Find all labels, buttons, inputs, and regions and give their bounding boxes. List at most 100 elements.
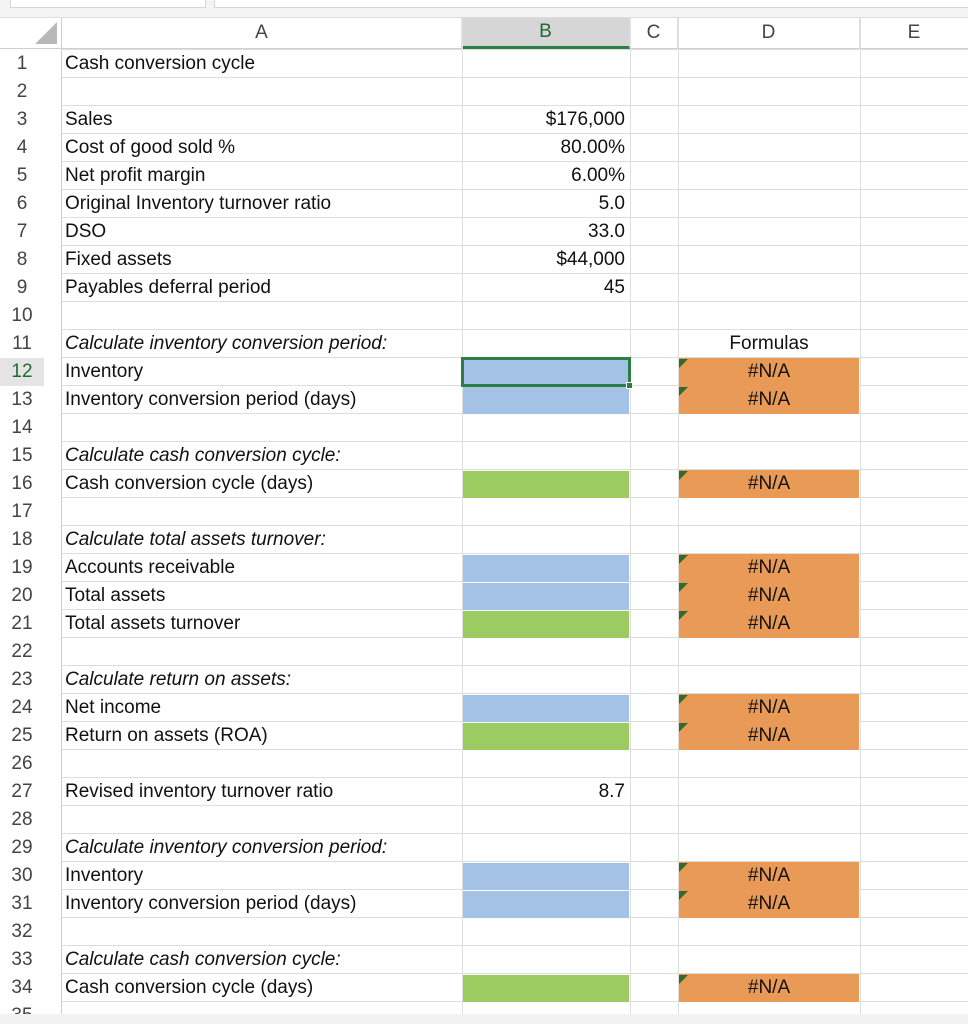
formula-cell[interactable]: #N/A bbox=[679, 722, 859, 750]
column-header-a[interactable]: A bbox=[62, 18, 462, 49]
error-indicator-icon[interactable] bbox=[679, 387, 688, 396]
row-label[interactable]: Inventory conversion period (days) bbox=[65, 893, 357, 914]
row-label[interactable]: Inventory conversion period (days) bbox=[65, 389, 357, 410]
row-header[interactable]: 8 bbox=[16, 249, 28, 270]
row-header[interactable]: 18 bbox=[11, 529, 33, 550]
answer-cell-ccc2[interactable] bbox=[463, 975, 629, 1002]
formula-cell[interactable]: #N/A bbox=[679, 974, 859, 1002]
row-header[interactable]: 15 bbox=[11, 445, 33, 466]
formula-cell[interactable]: #N/A bbox=[679, 890, 859, 918]
answer-cell-ccc[interactable] bbox=[463, 471, 629, 498]
formula-cell[interactable]: #N/A bbox=[679, 862, 859, 890]
row-header[interactable]: 6 bbox=[16, 193, 28, 214]
row-header[interactable]: 29 bbox=[11, 837, 33, 858]
row-label[interactable]: Total assets bbox=[65, 585, 166, 606]
row-header[interactable]: 27 bbox=[11, 781, 33, 802]
error-indicator-icon[interactable] bbox=[679, 891, 688, 900]
error-indicator-icon[interactable] bbox=[679, 471, 688, 480]
error-indicator-icon[interactable] bbox=[679, 723, 688, 732]
row-header[interactable]: 30 bbox=[11, 865, 33, 886]
error-indicator-icon[interactable] bbox=[679, 611, 688, 620]
column-header-d[interactable]: D bbox=[678, 18, 860, 49]
input-label[interactable]: Sales bbox=[65, 109, 113, 130]
section-heading[interactable]: Calculate return on assets: bbox=[65, 669, 292, 690]
row-label[interactable]: Accounts receivable bbox=[65, 557, 236, 578]
fill-handle[interactable] bbox=[626, 382, 633, 389]
error-indicator-icon[interactable] bbox=[679, 863, 688, 872]
answer-cell-inventory-selected[interactable] bbox=[463, 359, 629, 386]
input-label[interactable]: DSO bbox=[65, 221, 107, 242]
error-indicator-icon[interactable] bbox=[679, 583, 688, 592]
answer-cell-tat[interactable] bbox=[463, 611, 629, 638]
section-heading[interactable]: Calculate inventory conversion period: bbox=[65, 333, 388, 354]
row-label[interactable]: Cash conversion cycle (days) bbox=[65, 977, 314, 998]
input-label[interactable]: Original Inventory turnover ratio bbox=[65, 193, 332, 214]
row-header[interactable]: 26 bbox=[11, 753, 33, 774]
column-header-b[interactable]: B bbox=[462, 18, 630, 49]
input-value-cell[interactable]: 45 bbox=[603, 277, 625, 298]
row-label[interactable]: Net income bbox=[65, 697, 162, 718]
input-label[interactable]: Cost of good sold % bbox=[65, 137, 236, 158]
answer-cell-inventory2[interactable] bbox=[463, 863, 629, 890]
row-header[interactable]: 1 bbox=[16, 53, 28, 74]
answer-cell-roa[interactable] bbox=[463, 723, 629, 750]
input-value-cell[interactable]: 5.0 bbox=[598, 193, 625, 214]
name-box[interactable] bbox=[10, 0, 206, 8]
row-header[interactable]: 32 bbox=[11, 921, 33, 942]
input-label[interactable]: Net profit margin bbox=[65, 165, 206, 186]
formula-cell[interactable]: #N/A bbox=[679, 358, 859, 386]
row-header[interactable]: 22 bbox=[11, 641, 33, 662]
error-indicator-icon[interactable] bbox=[679, 975, 688, 984]
row-header[interactable]: 20 bbox=[11, 585, 33, 606]
formulas-header[interactable]: Formulas bbox=[729, 333, 809, 354]
row-label[interactable]: Revised inventory turnover ratio bbox=[65, 781, 334, 802]
row-header[interactable]: 7 bbox=[16, 221, 28, 242]
row-header[interactable]: 3 bbox=[16, 109, 28, 130]
row-header[interactable]: 14 bbox=[11, 417, 33, 438]
formula-cell[interactable]: #N/A bbox=[679, 554, 859, 582]
formula-cell[interactable]: #N/A bbox=[679, 610, 859, 638]
row-label[interactable]: Total assets turnover bbox=[65, 613, 241, 634]
row-header[interactable]: 25 bbox=[11, 725, 33, 746]
row-header[interactable]: 28 bbox=[11, 809, 33, 830]
input-label[interactable]: Payables deferral period bbox=[65, 277, 271, 298]
input-value-cell[interactable]: $176,000 bbox=[545, 109, 625, 130]
answer-cell-icp2[interactable] bbox=[463, 891, 629, 918]
input-value-cell[interactable]: 80.00% bbox=[560, 137, 625, 158]
section-heading[interactable]: Calculate cash conversion cycle: bbox=[65, 445, 341, 466]
row-header[interactable]: 9 bbox=[16, 277, 28, 298]
select-all-corner[interactable] bbox=[0, 18, 62, 49]
formula-cell[interactable]: #N/A bbox=[679, 386, 859, 414]
error-indicator-icon[interactable] bbox=[679, 555, 688, 564]
sheet-title[interactable]: Cash conversion cycle bbox=[65, 53, 256, 74]
row-header[interactable]: 23 bbox=[11, 669, 33, 690]
section-heading[interactable]: Calculate cash conversion cycle: bbox=[65, 949, 341, 970]
row-header[interactable]: 4 bbox=[16, 137, 28, 158]
error-indicator-icon[interactable] bbox=[679, 695, 688, 704]
row-label[interactable]: Return on assets (ROA) bbox=[65, 725, 268, 746]
active-cell-border[interactable] bbox=[461, 357, 631, 387]
row-header[interactable]: 11 bbox=[12, 333, 32, 354]
row-label[interactable]: Cash conversion cycle (days) bbox=[65, 473, 314, 494]
row-label[interactable]: Inventory bbox=[65, 361, 144, 382]
formula-input[interactable] bbox=[214, 0, 968, 8]
input-value-cell[interactable]: 33.0 bbox=[588, 221, 625, 242]
column-header-e[interactable]: E bbox=[860, 18, 968, 49]
row-header[interactable]: 34 bbox=[11, 977, 33, 998]
answer-cell-net-income[interactable] bbox=[463, 695, 629, 722]
input-label[interactable]: Fixed assets bbox=[65, 249, 172, 270]
formula-cell[interactable]: #N/A bbox=[679, 470, 859, 498]
row-header[interactable]: 33 bbox=[11, 949, 33, 970]
input-value-cell[interactable]: 6.00% bbox=[571, 165, 625, 186]
row-header-selected[interactable]: 12 bbox=[0, 358, 44, 386]
row-header[interactable]: 31 bbox=[11, 893, 33, 914]
row-label[interactable]: Inventory bbox=[65, 865, 144, 886]
row-header[interactable]: 16 bbox=[11, 473, 33, 494]
answer-cell-ar[interactable] bbox=[463, 555, 629, 582]
formula-cell[interactable]: #N/A bbox=[679, 582, 859, 610]
row-header[interactable]: 2 bbox=[16, 81, 28, 102]
row-header[interactable]: 5 bbox=[16, 165, 28, 186]
row-header[interactable]: 10 bbox=[11, 305, 33, 326]
section-heading[interactable]: Calculate total assets turnover: bbox=[65, 529, 326, 550]
